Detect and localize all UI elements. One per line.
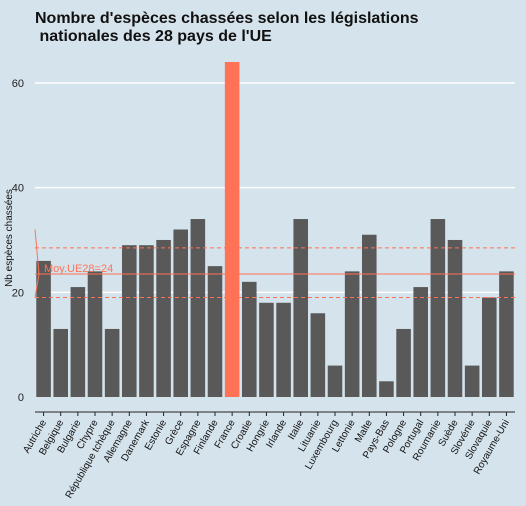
y-tick-label: 20 xyxy=(12,287,24,299)
bar xyxy=(413,287,428,397)
y-axis-label: Nb espèces chassées xyxy=(4,189,15,287)
x-axis: AutricheBelgiqueBulgarieChypreRépublique… xyxy=(21,411,515,501)
bar xyxy=(87,271,103,397)
bar xyxy=(104,328,120,397)
bars xyxy=(36,62,514,397)
bar xyxy=(70,287,86,397)
bar xyxy=(139,245,154,397)
bar xyxy=(447,239,463,397)
bar xyxy=(53,328,68,397)
bar xyxy=(36,260,51,397)
y-tick-label: 0 xyxy=(18,392,24,404)
bar xyxy=(190,219,206,397)
average-label: Moy.UE28=24 xyxy=(44,263,113,275)
bar xyxy=(327,365,343,397)
bar xyxy=(310,313,326,397)
bar xyxy=(276,302,291,397)
y-tick-label: 60 xyxy=(12,78,24,90)
bar xyxy=(259,302,274,397)
average-bracket xyxy=(34,229,40,298)
bar xyxy=(482,297,497,397)
bar xyxy=(207,266,223,397)
bar xyxy=(499,271,514,397)
y-tick-label: 40 xyxy=(12,183,24,195)
bar xyxy=(242,281,257,397)
bar xyxy=(293,219,308,397)
bar xyxy=(464,365,480,397)
bar xyxy=(156,239,171,397)
bar xyxy=(396,328,411,397)
chart-title-line1: Nombre d'espèces chassées selon les légi… xyxy=(35,10,419,27)
bar xyxy=(122,245,137,397)
average-lines: Moy.UE28=24 xyxy=(34,229,515,299)
bar xyxy=(430,219,446,397)
bar xyxy=(224,62,240,397)
chart-title-line2: nationales des 28 pays de l'UE xyxy=(35,28,272,45)
bar xyxy=(173,229,188,397)
bar xyxy=(362,234,377,397)
bar xyxy=(344,271,360,397)
y-axis-ticks: 0 20 40 60 xyxy=(12,78,24,404)
bar xyxy=(379,381,394,397)
